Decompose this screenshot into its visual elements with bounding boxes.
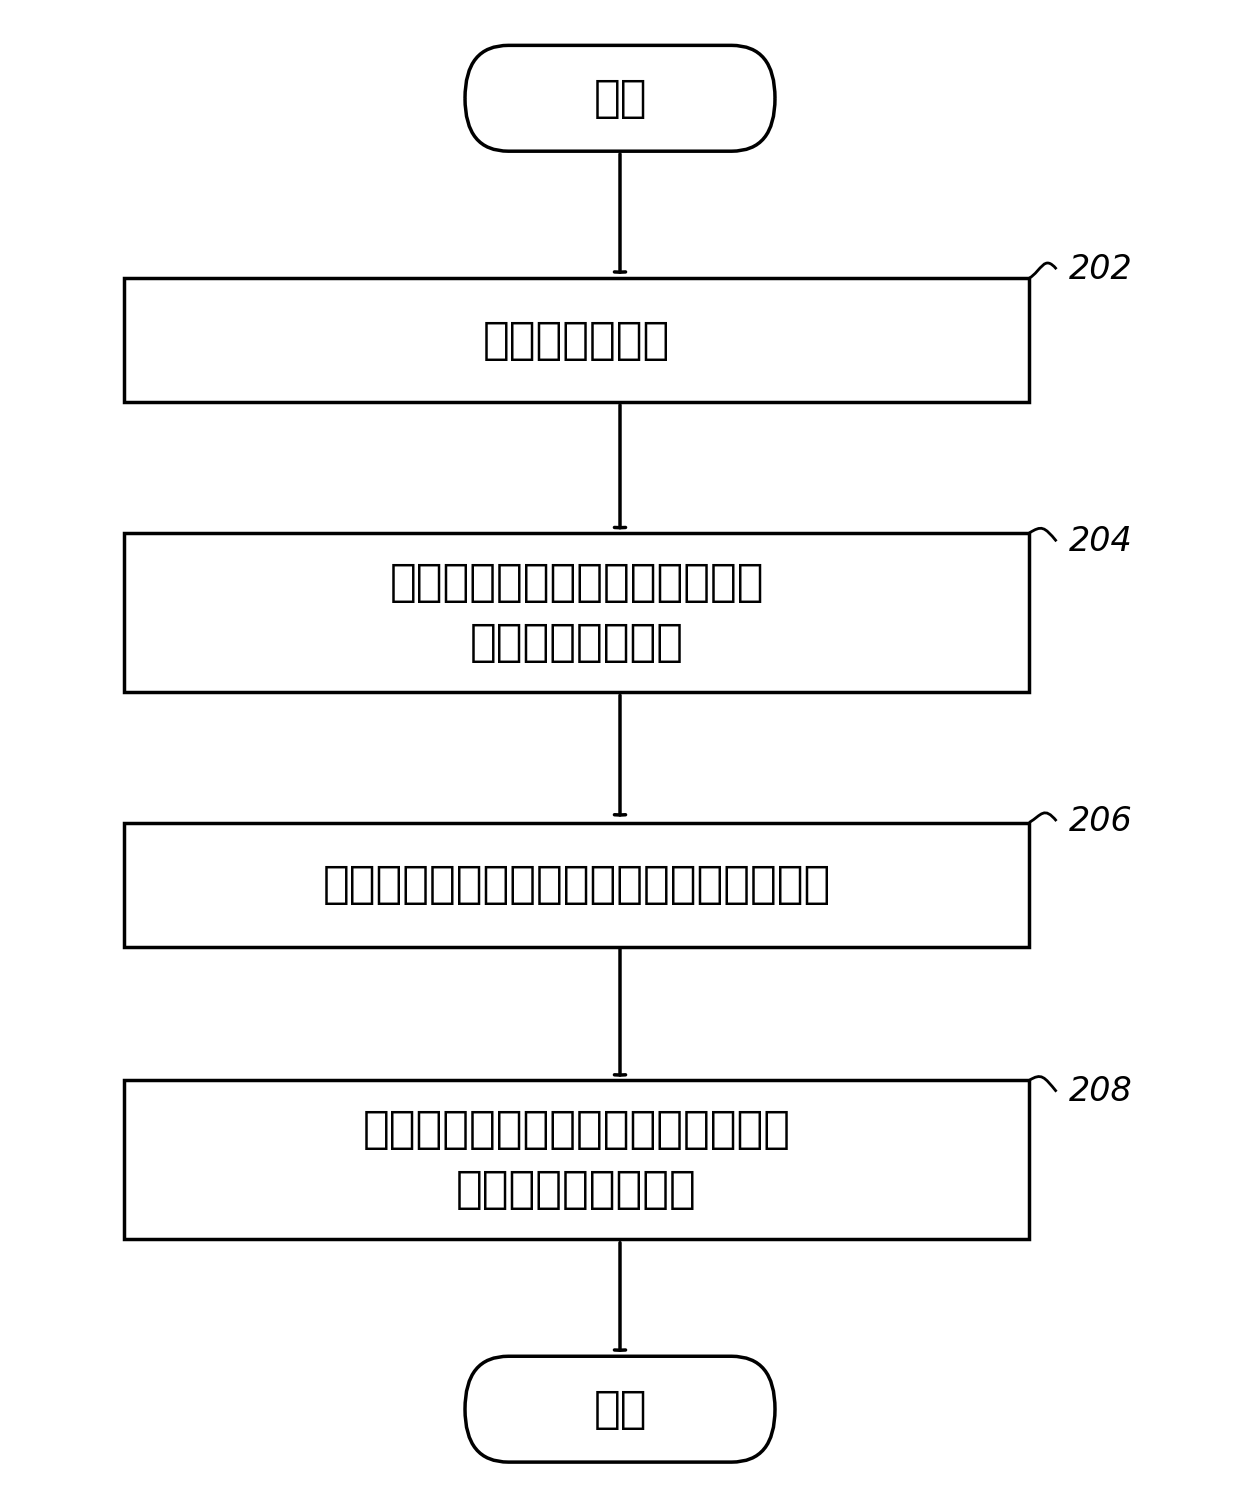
Text: 208: 208 bbox=[1069, 1075, 1132, 1108]
Text: 206: 206 bbox=[1069, 804, 1132, 838]
Text: 在顶部选择栅极中形成波浪形的
顶部选择栅极切线: 在顶部选择栅极中形成波浪形的 顶部选择栅极切线 bbox=[389, 561, 764, 664]
Text: 204: 204 bbox=[1069, 525, 1132, 558]
Text: 202: 202 bbox=[1069, 253, 1132, 286]
Bar bbox=[124, 823, 1029, 947]
Text: 开始: 开始 bbox=[593, 77, 647, 119]
FancyBboxPatch shape bbox=[465, 45, 775, 151]
Bar bbox=[124, 278, 1029, 402]
Text: 提供半导体结构: 提供半导体结构 bbox=[482, 319, 671, 361]
Text: 形成穿过堆叠结构的沟道孔和波浪形栅线隙: 形成穿过堆叠结构的沟道孔和波浪形栅线隙 bbox=[322, 863, 831, 906]
Bar bbox=[124, 1080, 1029, 1240]
FancyBboxPatch shape bbox=[465, 1356, 775, 1462]
Bar bbox=[124, 534, 1029, 692]
Text: 形成与沟道层电连接的导电接触以及
连接导电接触的位线: 形成与沟道层电连接的导电接触以及 连接导电接触的位线 bbox=[362, 1108, 791, 1211]
Text: 结束: 结束 bbox=[593, 1388, 647, 1430]
